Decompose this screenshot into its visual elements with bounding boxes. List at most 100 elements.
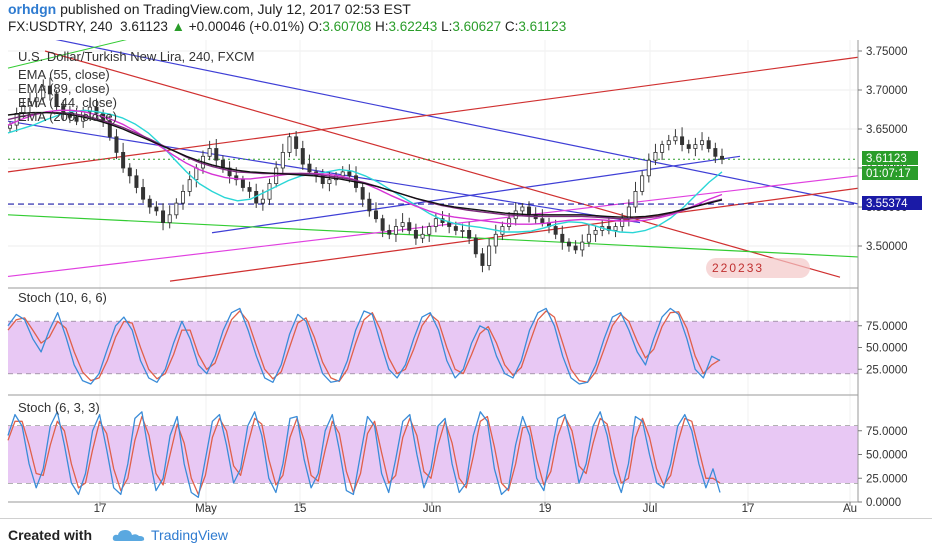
candle-body	[400, 222, 405, 227]
last-price-badge-text: 3.61123	[866, 153, 907, 165]
price-axis[interactable]: 3.750003.700003.650003.600003.550003.500…	[858, 46, 908, 509]
stoch-lines	[7, 307, 721, 498]
stoch2-tick-label: 0.0000	[866, 497, 901, 509]
candle-body	[580, 241, 585, 251]
change-value: +0.00046 (+0.01%)	[188, 19, 305, 34]
level-badge-text: 3.55374	[866, 198, 908, 210]
candle-body	[553, 226, 558, 235]
chart-header: orhdgn published on TradingView.com, Jul…	[0, 0, 932, 40]
candle-body	[473, 237, 478, 255]
stoch2-tick-label: 75.0000	[866, 426, 908, 438]
blue-rising-line	[211, 155, 741, 234]
candle-body	[280, 152, 285, 169]
candle-body	[660, 144, 665, 153]
quote-line: FX:USDTRY, 240 3.61123 ▲ +0.00046 (+0.01…	[8, 19, 566, 34]
candle-body	[247, 187, 252, 192]
candle-body	[500, 226, 505, 235]
candle-body	[527, 206, 532, 216]
author-name[interactable]: orhdgn	[8, 1, 57, 17]
candle-body	[87, 106, 92, 113]
candle-body	[227, 167, 232, 177]
magenta-line	[7, 175, 859, 278]
time-tick-label: 17	[94, 503, 107, 515]
tradingview-brand[interactable]: TradingView	[151, 527, 229, 543]
candle-body	[693, 144, 698, 149]
symbol-label[interactable]: FX:USDTRY, 240	[8, 19, 113, 34]
candle-body	[340, 171, 345, 177]
candle-body	[260, 198, 265, 204]
candle-body	[520, 206, 525, 212]
candle-body	[240, 179, 245, 188]
candle-body	[713, 148, 718, 157]
candle-body	[487, 245, 492, 266]
chart-canvas[interactable]: U.S. Dollar/Turkish New Lira, 240, FXCM …	[0, 40, 932, 518]
time-tick-label: 17	[742, 503, 755, 515]
candle-body	[107, 120, 112, 138]
countdown-badge-text: 01:07:17	[866, 168, 911, 180]
candle-body	[47, 85, 52, 95]
candle-body	[287, 136, 292, 153]
last-price-value: 3.61123	[120, 19, 168, 34]
ema200-line	[7, 111, 723, 218]
up-arrow-icon: ▲	[171, 19, 186, 34]
candle-body	[680, 136, 685, 146]
candle-body	[127, 167, 132, 177]
stoch2-d-line	[7, 415, 721, 496]
stoch1-band	[8, 321, 858, 374]
candle-body	[194, 167, 199, 181]
candle-body	[360, 187, 365, 200]
candle-body	[453, 226, 458, 231]
candle-body	[373, 210, 378, 220]
candle-body	[427, 226, 432, 235]
price-tick-label: 3.65000	[866, 124, 908, 136]
candle-body	[300, 148, 305, 165]
stoch1-title: Stoch (10, 6, 6)	[18, 290, 107, 305]
time-tick-label: Jul	[643, 503, 658, 515]
time-tick-label: Jun	[423, 503, 442, 515]
candle-body	[141, 187, 146, 200]
stoch2-title: Stoch (6, 3, 3)	[18, 400, 100, 415]
candle-body	[367, 198, 372, 212]
candle-body	[720, 155, 725, 160]
blue-descending-line	[55, 40, 859, 205]
candle-body	[214, 148, 219, 161]
stoch2-tick-label: 50.0000	[866, 450, 908, 462]
candle-body	[161, 210, 166, 223]
stoch2-tick-label: 25.0000	[866, 473, 908, 485]
time-tick-label: Au	[843, 503, 857, 515]
candle-body	[433, 218, 438, 227]
candle-body	[673, 136, 678, 142]
candle-body	[586, 233, 591, 243]
time-axis[interactable]: 17 May 15 Jun 19 Jul 17 Au	[94, 502, 857, 515]
watermark-badge: 220233	[706, 258, 810, 278]
red-descending-line	[44, 50, 841, 278]
candle-body	[121, 152, 126, 169]
candle-body	[181, 190, 186, 204]
candle-body	[593, 229, 598, 235]
trend-lines[interactable]	[7, 40, 859, 282]
time-tick-label: 19	[539, 503, 552, 515]
candle-body	[560, 233, 565, 243]
footer-bar: Created with TradingView	[0, 518, 932, 551]
candle-body	[41, 85, 46, 99]
candle-body	[307, 163, 312, 173]
candle-body	[540, 218, 545, 223]
candle-body	[34, 97, 39, 103]
candle-body	[393, 226, 398, 235]
open-value: 3.60708	[322, 19, 372, 34]
candle-body	[27, 101, 32, 107]
candle-body	[94, 106, 99, 114]
candle-body	[294, 136, 299, 149]
countdown-badge: 01:07:17	[862, 166, 918, 180]
candle-body	[207, 148, 212, 157]
candle-body	[686, 144, 691, 149]
stoch2-k-line	[7, 411, 721, 498]
candle-body	[507, 218, 512, 227]
level-badge: 3.55374	[862, 196, 922, 210]
low-value: 3.60627	[452, 19, 502, 34]
close-value: 3.61123	[518, 19, 567, 34]
candle-body	[54, 93, 59, 107]
candle-body	[620, 218, 625, 227]
high-value: 3.62243	[388, 19, 438, 34]
chart-frame	[8, 40, 859, 503]
